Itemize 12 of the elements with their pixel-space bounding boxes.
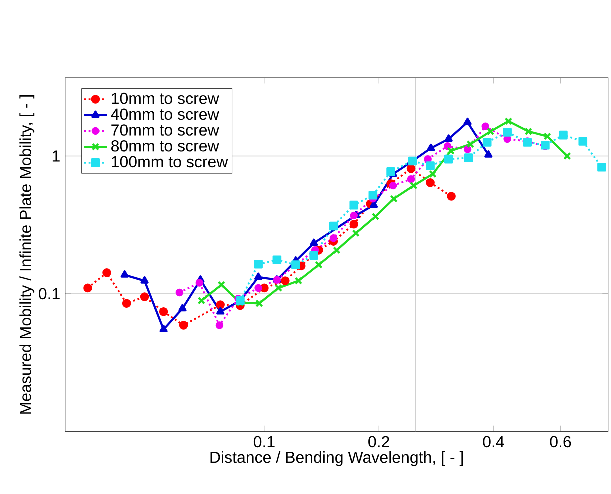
x-tick-label: 0.1	[254, 436, 275, 448]
y-axis-title: Measured Mobility / Infinite Plate Mobility, [ - ]	[20, 95, 35, 414]
legend-label: 100mm to screw	[112, 156, 228, 168]
x-tick-label: 0.6	[550, 436, 572, 448]
x-tick-label: 0.2	[368, 436, 390, 448]
legend-label: 40mm to screw	[111, 108, 220, 120]
x-axis-title: Distance / Bending Wavelength, [ - ]	[210, 451, 464, 466]
legend-label: 10mm to screw	[112, 92, 220, 104]
x-tick-label: 0.4	[483, 436, 504, 448]
legend-label: 80mm to screw	[112, 140, 220, 152]
y-tick-label: 1	[52, 150, 60, 162]
legend-label: 70mm to screw	[112, 124, 220, 136]
